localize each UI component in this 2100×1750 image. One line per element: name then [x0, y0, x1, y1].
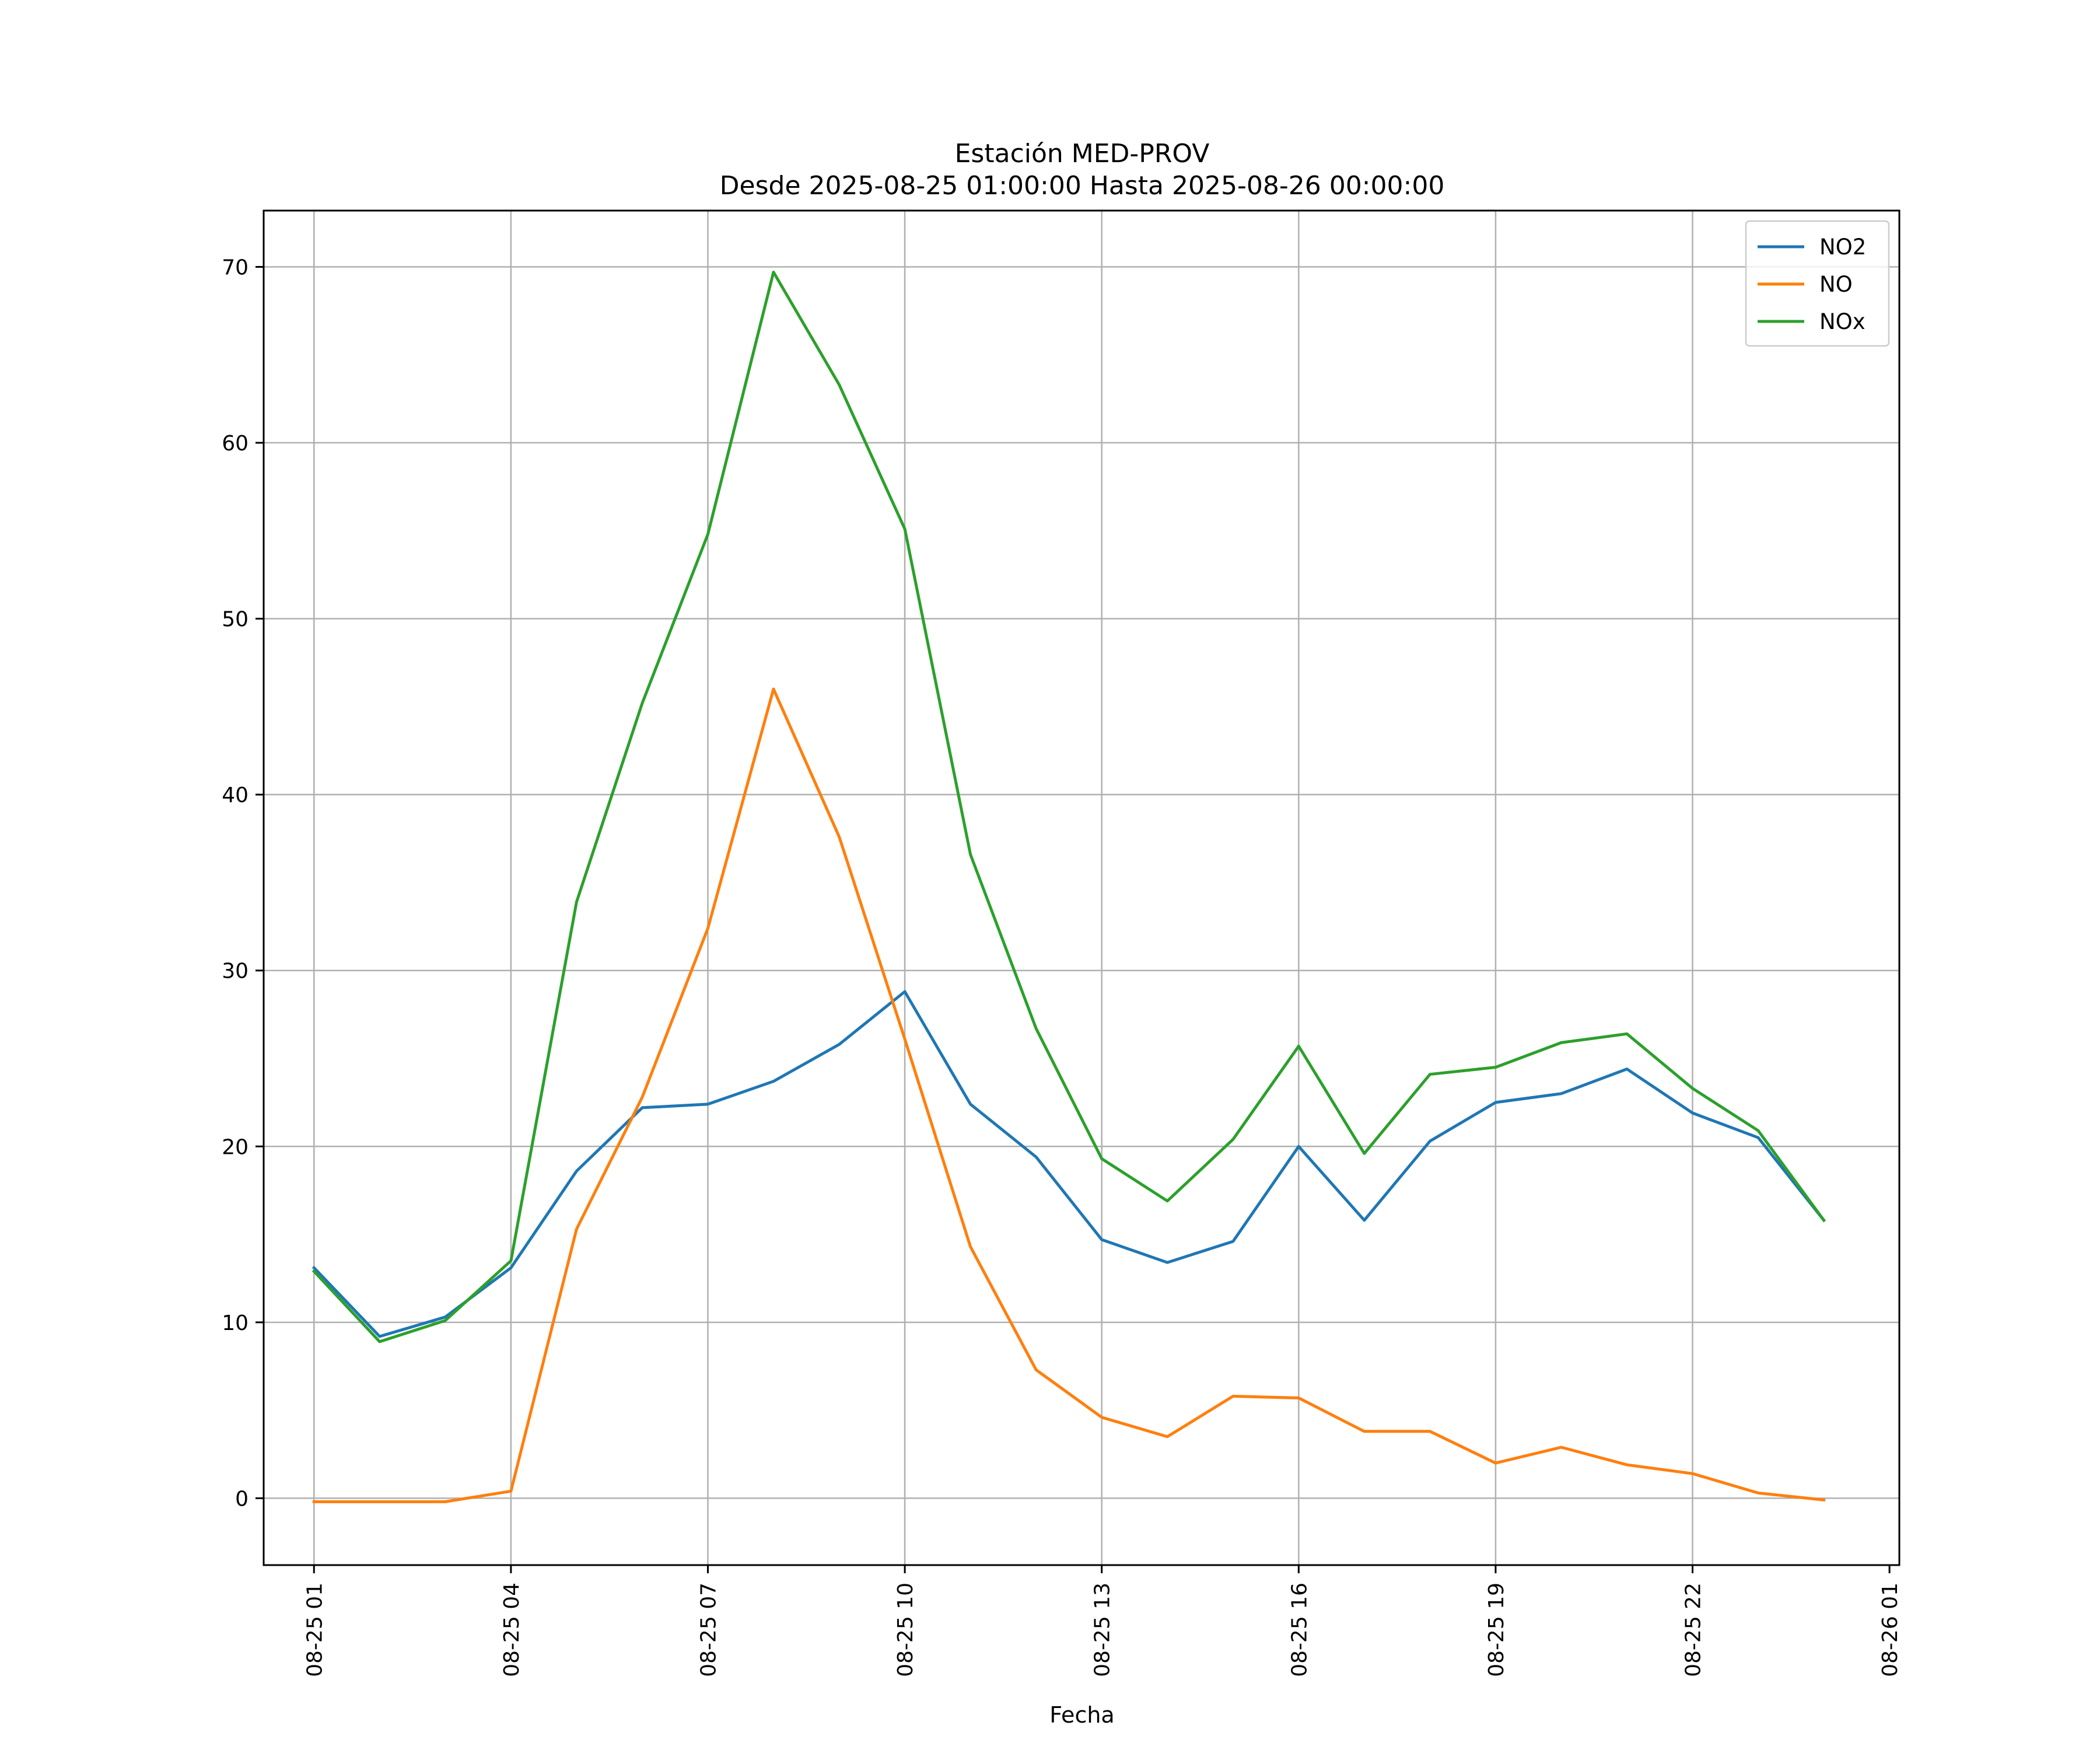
x-tick-label: 08-25 04: [500, 1583, 524, 1677]
x-tick-label: 08-26 01: [1878, 1583, 1902, 1677]
y-tick-label: 30: [222, 960, 249, 984]
plot-frame: [262, 209, 1901, 1566]
x-tick-label: 08-25 19: [1485, 1583, 1508, 1677]
x-tick-label: 08-25 13: [1091, 1583, 1115, 1677]
series-line-nox: [312, 271, 1826, 1343]
legend-label-nox: NOx: [1819, 309, 1866, 334]
y-tick-label: 50: [222, 608, 249, 632]
y-tick-label: 70: [222, 256, 249, 279]
x-tick-label: 08-25 10: [894, 1583, 918, 1677]
chart-subtitle: Desde 2025-08-25 01:00:00 Hasta 2025-08-…: [720, 171, 1445, 201]
x-axis-label: Fecha: [1049, 1702, 1114, 1728]
y-tick-label: 60: [222, 432, 249, 456]
legend-label-no: NO: [1819, 272, 1853, 297]
y-tick-label: 40: [222, 783, 249, 807]
series-layer: [312, 271, 1826, 1503]
series-line-no: [312, 687, 1826, 1503]
y-tick-label: 20: [222, 1135, 249, 1159]
series-line-no2: [312, 990, 1826, 1338]
y-tick-label: 0: [235, 1487, 249, 1511]
legend-box: [1745, 220, 1890, 347]
legend-label-no2: NO2: [1819, 235, 1866, 260]
ticks-layer: 08-25 01 08-25 04 08-25 07 08-25 10 08-25 13…: [222, 256, 1902, 1676]
x-tick-label: 08-25 16: [1287, 1583, 1311, 1677]
y-tick-label: 10: [222, 1311, 249, 1335]
legend: NO2 NO NOx: [1745, 220, 1890, 347]
x-tick-label: 08-25 01: [303, 1583, 327, 1677]
x-tick-label: 08-25 22: [1682, 1583, 1706, 1677]
chart-title: Estación MED-PROV: [955, 139, 1210, 169]
grid-layer: [264, 211, 1899, 1565]
x-tick-label: 08-25 07: [696, 1583, 720, 1677]
